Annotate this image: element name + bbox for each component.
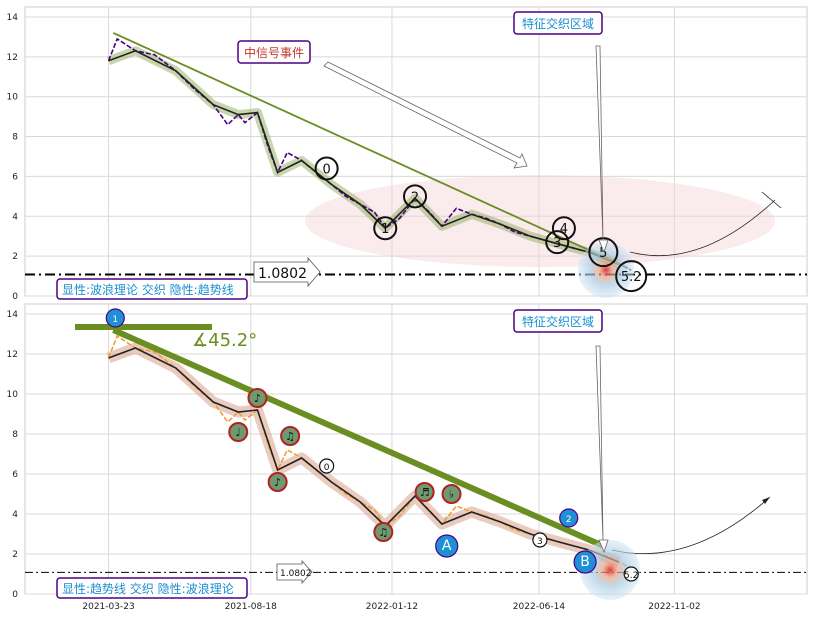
wave-point-label: 2 — [411, 190, 419, 205]
y-tick-label: 6 — [12, 470, 18, 480]
y-tick-label: 12 — [7, 53, 18, 63]
note-point-circle — [280, 426, 301, 446]
note-point-label: ♫ — [285, 430, 295, 443]
note-point-label: ♫ — [378, 526, 388, 539]
wave-point-label: 0 — [322, 162, 330, 177]
bottom-ref-label: 1.0802 — [280, 569, 312, 579]
wave-point-label: 5.2 — [621, 270, 642, 285]
wave-point-circle — [559, 508, 579, 528]
wave-point-circle — [314, 156, 339, 181]
note-point-label: ♬ — [420, 486, 430, 499]
top-event-arrow — [323, 61, 528, 169]
top-ref-arrow — [253, 256, 321, 288]
top-wave-line — [108, 49, 619, 265]
y-tick-label: 12 — [7, 350, 18, 360]
y-tick-label: 0 — [12, 292, 18, 302]
bottom-ref-arrow — [276, 559, 313, 585]
y-tick-label: 2 — [12, 252, 18, 262]
wave-point-label: 1 — [381, 222, 389, 237]
note-point-circle — [267, 472, 288, 492]
wave-point-circle — [615, 260, 648, 293]
note-point-circle — [247, 388, 268, 408]
wave-point-circle — [403, 184, 428, 209]
note-point-label: ♪ — [274, 476, 281, 489]
wave-point-circle — [551, 216, 576, 241]
y-tick-label: 6 — [12, 172, 18, 182]
wave-point-label: A — [442, 538, 452, 554]
x-tick-label: 2021-03-23 — [82, 602, 134, 612]
bottom-legend-label: 显性:趋势线 交织 隐性:波浪理论 — [62, 581, 234, 596]
wave-point-circle — [319, 458, 335, 474]
note-point-circle — [373, 522, 394, 542]
top-event-label: 中信号事件 — [244, 45, 304, 60]
top-zone-glow — [578, 242, 634, 298]
y-tick-label: 14 — [7, 310, 19, 320]
top-wave-points: 0 1 2 34 5 5.2 — [314, 156, 648, 293]
x-tick-label: 2021-08-18 — [225, 602, 278, 612]
x-tick-labels: 2021-03-23 2021-08-18 2022-01-12 2022-06-14… — [82, 602, 700, 612]
wave-point-label: 1 — [112, 315, 118, 325]
wave-point-label: 5.2 — [624, 571, 638, 581]
wave-point-circle — [573, 550, 597, 574]
y-tick-label: 4 — [12, 510, 18, 520]
wave-point-label: 4 — [560, 222, 568, 237]
x-tick-label: 2022-11-02 — [648, 602, 700, 612]
top-trendline — [112, 32, 629, 269]
wave-point-label: 0 — [324, 463, 330, 473]
wave-point-label: 3 — [553, 236, 561, 251]
y-tick-label: 4 — [12, 212, 18, 222]
bottom-zone-label: 特征交织区域 — [522, 314, 594, 329]
top-projection-tick — [761, 191, 782, 209]
wave-point-label: 3 — [537, 537, 543, 547]
bottom-zone-box — [513, 309, 603, 333]
top-projection-curve — [629, 199, 776, 257]
top-ref-label: 1.0802 — [258, 266, 307, 282]
wave-point-circle — [105, 308, 125, 328]
wave-point-circle — [532, 532, 548, 548]
y-tick-label: 10 — [7, 390, 19, 400]
note-point-label: ♪ — [254, 392, 261, 405]
note-point-label: ♩ — [236, 426, 241, 439]
y-tick-label: 14 — [7, 13, 19, 23]
bottom-projection-head — [762, 497, 770, 504]
bottom-zone-arrow — [595, 345, 609, 554]
top-interweave-ellipse — [305, 175, 775, 267]
bottom-wave-points: 1 0 A 3 2 B 5.2 — [105, 308, 639, 582]
note-point-label: ♭ — [449, 488, 454, 501]
y-tick-label: 2 — [12, 550, 18, 560]
bottom-angle-label: ∡45.2° — [192, 330, 257, 351]
wave-point-circle — [545, 230, 570, 255]
wave-point-label: 5 — [599, 246, 607, 261]
bottom-legend-box — [56, 577, 248, 599]
x-tick-label: 2022-01-12 — [366, 602, 418, 612]
bottom-note-points: ♩ ♪ ♪ ♫ ♫ ♬ ♭ — [228, 388, 462, 542]
bottom-wave-line — [108, 347, 619, 563]
wave-point-label: 2 — [566, 515, 572, 525]
bottom-y-tick-labels: 0 2 4 6 8 10 12 14 — [7, 310, 19, 600]
top-zone-label: 特征交织区域 — [522, 16, 594, 31]
top-event-box — [237, 40, 311, 64]
top-legend-label: 显性:波浪理论 交织 隐性:趋势线 — [62, 282, 234, 297]
note-point-circle — [414, 482, 435, 502]
top-y-tick-labels: 0 2 4 6 8 10 12 14 — [7, 13, 19, 302]
y-tick-label: 8 — [12, 430, 18, 440]
top-zone-arrow — [595, 45, 609, 254]
bottom-zone-glow — [580, 540, 640, 600]
top-legend-box — [56, 278, 248, 300]
top-zone-box — [513, 11, 603, 35]
bottom-trendline — [112, 327, 605, 549]
wave-point-circle — [435, 534, 459, 558]
x-tick-label: 2022-06-14 — [513, 602, 566, 612]
y-tick-label: 0 — [12, 590, 18, 600]
note-point-circle — [441, 484, 462, 504]
note-point-circle — [228, 422, 249, 442]
y-tick-label: 10 — [7, 93, 19, 103]
wave-point-circle — [373, 216, 398, 241]
wave-point-label: B — [580, 554, 590, 570]
wave-point-circle — [623, 566, 639, 582]
y-tick-label: 8 — [12, 133, 18, 143]
